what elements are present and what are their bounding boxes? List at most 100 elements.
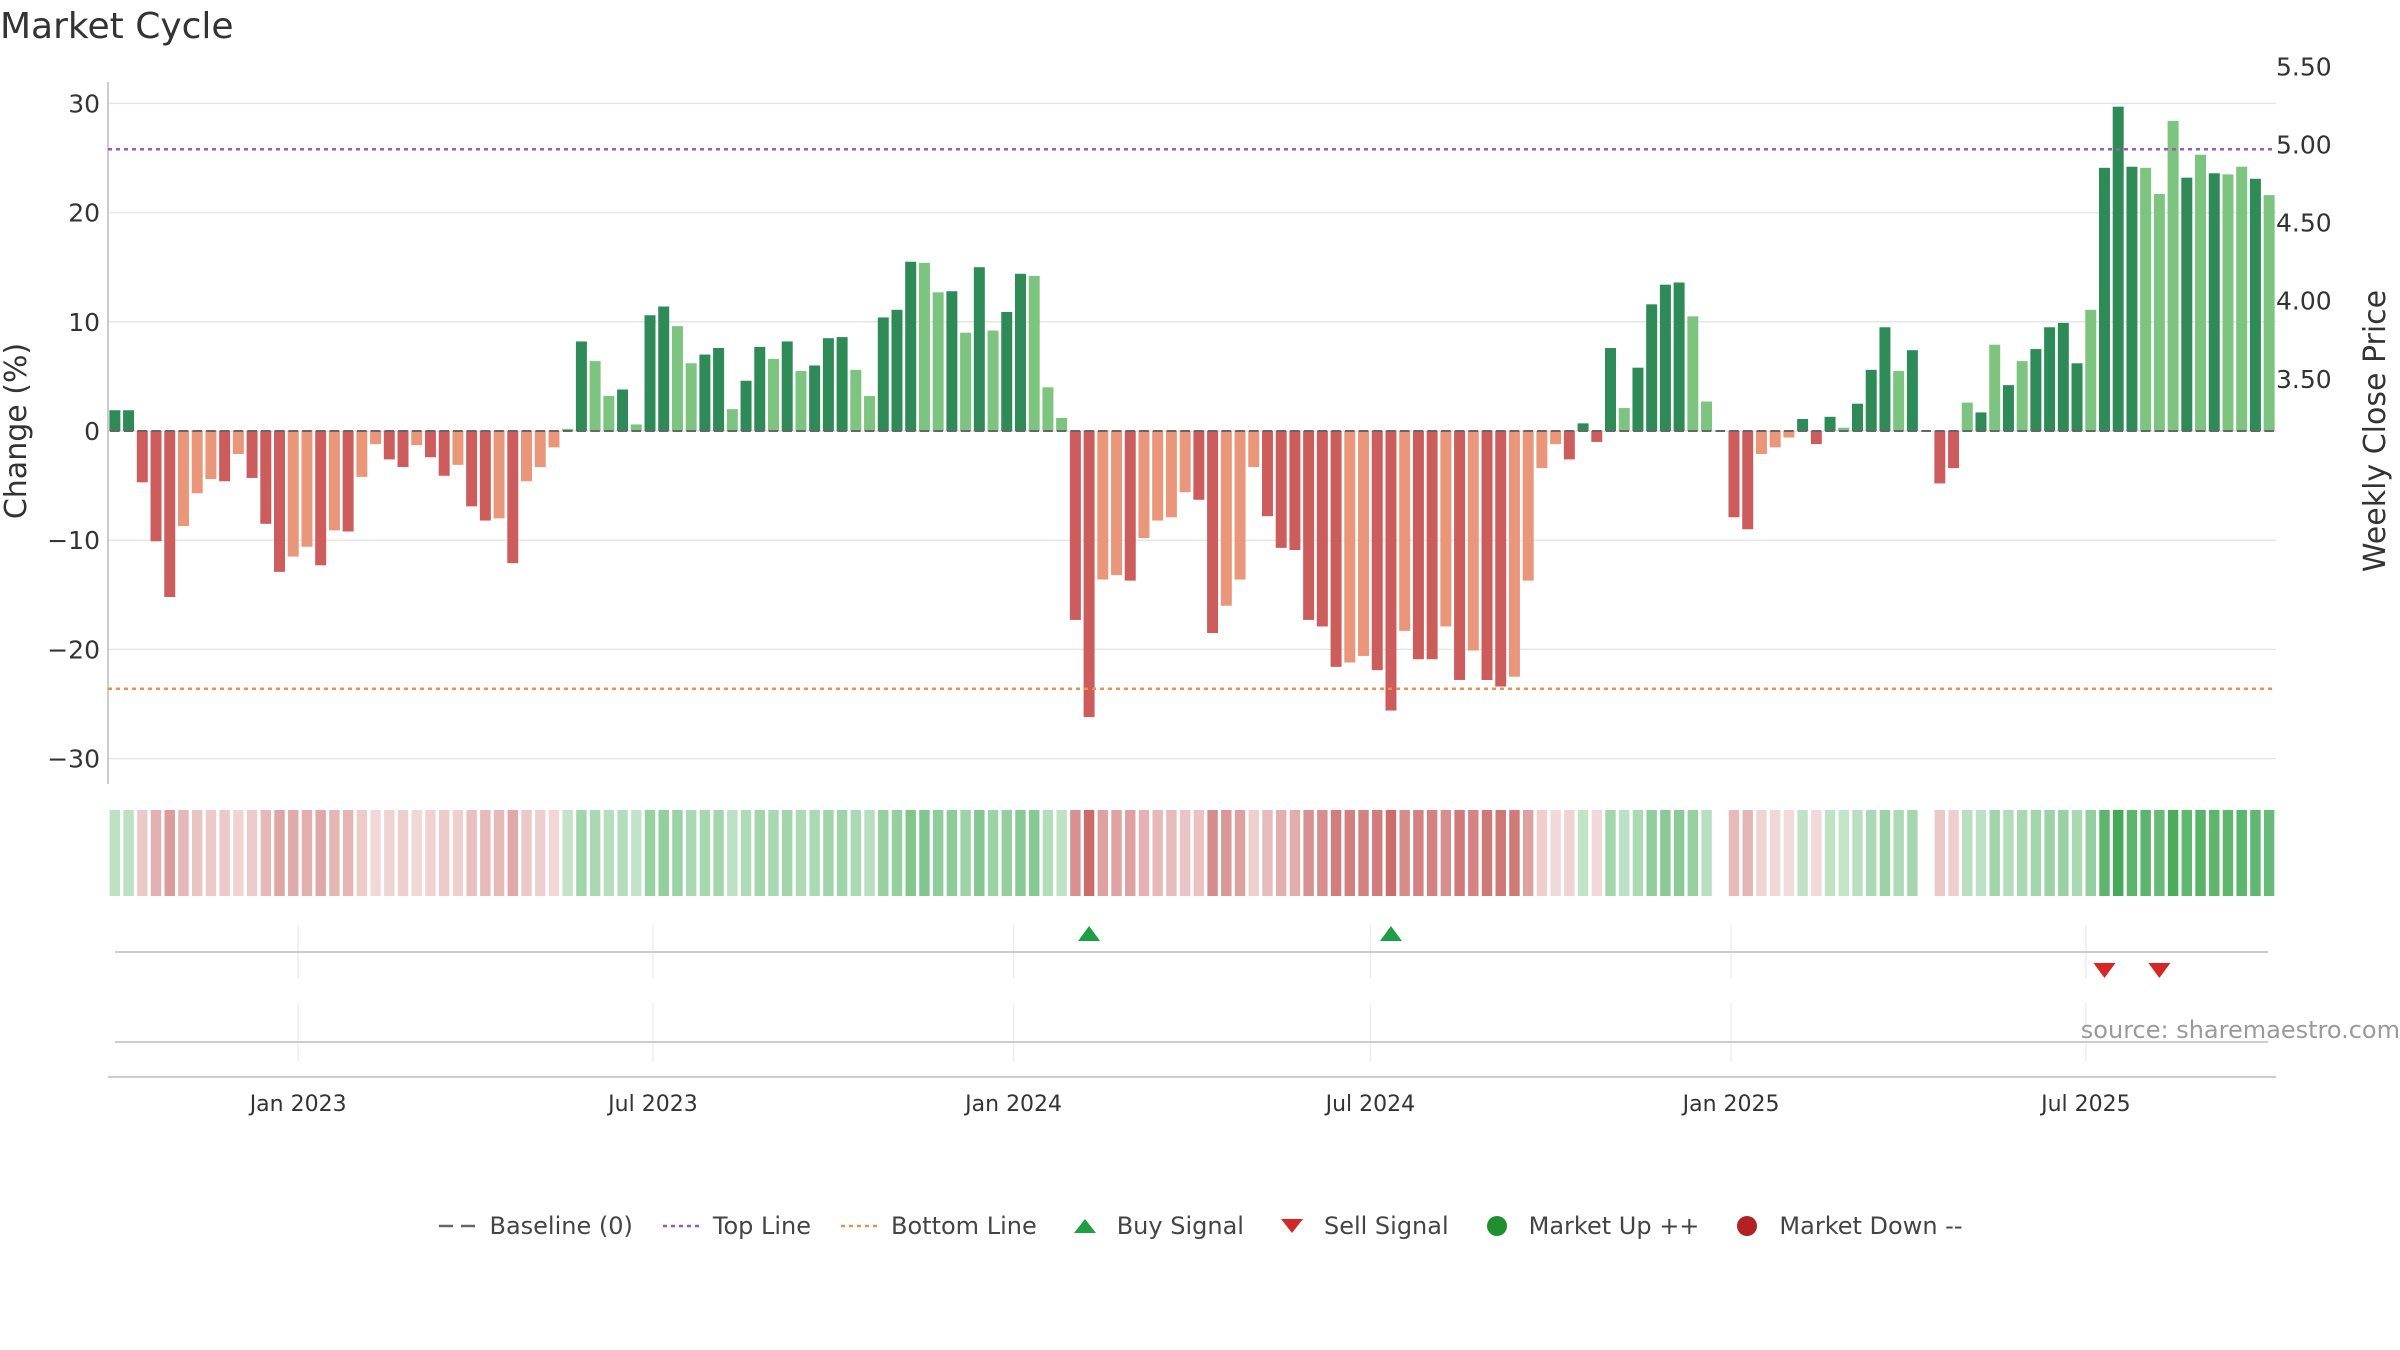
bar-down (1810, 431, 1822, 445)
bar-down (260, 431, 272, 524)
bar-up (726, 409, 738, 431)
strip-cell (1413, 810, 1424, 896)
bar-down (1742, 431, 1754, 530)
bar-down (1755, 431, 1767, 454)
strip-cell (1454, 810, 1465, 896)
bar-down (1124, 431, 1136, 581)
bar-up (781, 341, 793, 431)
strip-cell (1111, 810, 1122, 896)
bar-up (2208, 173, 2220, 431)
bar-down (534, 431, 546, 468)
legend-symbol-dash (439, 1224, 476, 1228)
strip-cell (233, 810, 244, 896)
strip-cell (658, 810, 669, 896)
strip-cell (2099, 810, 2110, 896)
strip-cell (493, 810, 505, 896)
bar-down (1152, 431, 1164, 521)
strip-cell (1632, 810, 1644, 896)
bar-down (1385, 431, 1397, 711)
strip-cell (1275, 810, 1287, 896)
bar-up (671, 326, 683, 431)
strip-cell (1920, 810, 1932, 896)
bar-down (1467, 431, 1479, 651)
y-right-tick-label: 5.00 (2276, 131, 2332, 160)
bar-up (1028, 275, 1040, 431)
bar-down (1358, 431, 1370, 656)
bar-down (1783, 431, 1795, 438)
strip-cell (2154, 810, 2165, 896)
strip-cell (1824, 810, 1836, 896)
x-tick-label: Jul 2024 (1324, 1092, 1416, 1117)
legend-label: Market Up ++ (1528, 1212, 1700, 1240)
bar-down (548, 431, 560, 448)
legend-item: Bottom Line (839, 1212, 1037, 1240)
legend: Baseline (0) Top Line Bottom Line Buy Signa… (0, 1206, 2400, 1246)
strip-cell (2250, 810, 2261, 896)
bar-down (438, 431, 450, 476)
bar-up (2071, 363, 2083, 431)
bar-down (1248, 431, 1260, 468)
strip-cell (782, 810, 793, 896)
bar-up (1975, 412, 1987, 431)
bar-up (987, 330, 999, 431)
strip-cell (1989, 810, 2000, 896)
bar-down (1934, 431, 1946, 484)
bar-up (2167, 120, 2179, 431)
strip-cell (1934, 810, 1946, 896)
strip-cell (754, 810, 765, 896)
strip-cell (2112, 810, 2124, 896)
bar-up (2002, 385, 2014, 431)
strip-cell (370, 810, 381, 896)
strip-cell (699, 810, 711, 896)
bar-up (2057, 322, 2069, 431)
strip-cell (1975, 810, 1987, 896)
strip-cell (1907, 810, 1918, 896)
bar-down (1769, 431, 1781, 448)
bar-up (589, 361, 601, 431)
x-tick-label: Jan 2024 (963, 1092, 1062, 1117)
strip-cell (150, 810, 162, 896)
legend-label: Bottom Line (891, 1212, 1037, 1240)
strip-cell (740, 810, 752, 896)
sell-signal-marker (2093, 963, 2116, 978)
strip-cell (946, 810, 958, 896)
grid-lines (108, 102, 2276, 1062)
strip-cell (1262, 810, 1273, 896)
strip-cell (1811, 810, 1822, 896)
reference-lines (108, 148, 2276, 690)
strip-cell (1536, 810, 1548, 896)
y-axis-title: Change (%) (0, 343, 34, 519)
bar-up (603, 396, 615, 431)
strip-cell (1330, 810, 1342, 896)
strip-cell (1152, 810, 1163, 896)
bar-down (1097, 431, 1109, 580)
bar-up (2126, 166, 2138, 431)
axis-labels: 30 20 10 0 −10 −20 −30 6.00 5.50 5.00 4.50 4.00 3.50… (0, 0, 2393, 1117)
bar-up (918, 262, 930, 431)
strip-cell (1522, 810, 1534, 896)
strip-cell (1550, 810, 1561, 896)
legend-symbol-triangle-up (1073, 1219, 1096, 1233)
bar-down (232, 431, 244, 454)
strip-cell (1248, 810, 1259, 896)
strip-cell (2209, 810, 2220, 896)
bar-up (123, 410, 135, 431)
strip-cell (1221, 810, 1232, 896)
legend-item: Baseline (0) (437, 1212, 633, 1240)
bar-down (1234, 431, 1246, 580)
y-tick-label: −30 (47, 745, 100, 774)
bar-up (1701, 401, 1713, 431)
strip-cell (1166, 810, 1177, 896)
strip-cell (562, 810, 573, 896)
bar-up (630, 424, 642, 431)
bar-up (891, 309, 903, 431)
legend-label: Market Down -- (1779, 1212, 1963, 1240)
strip-cell (384, 810, 395, 896)
strip-cell (919, 810, 930, 896)
bar-down (1303, 431, 1315, 620)
strip-cell (631, 810, 642, 896)
strip-cell (974, 810, 985, 896)
y-tick-label: 0 (84, 417, 100, 446)
bar-up (562, 428, 574, 431)
bar-up (1056, 417, 1068, 431)
